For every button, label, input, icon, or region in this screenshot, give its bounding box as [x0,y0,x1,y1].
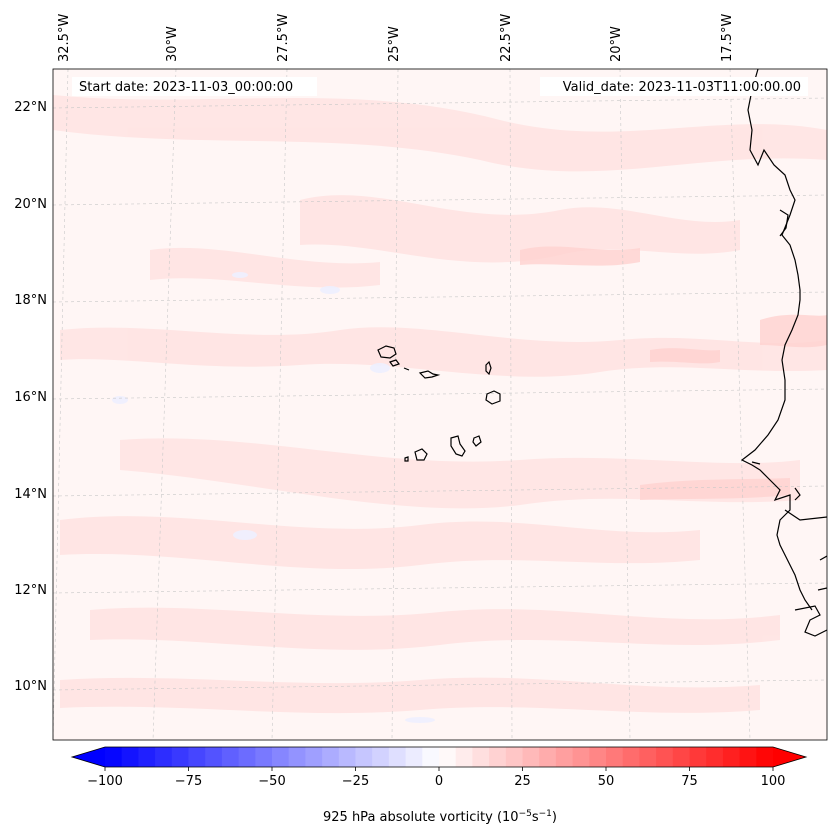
colorbar-bin [739,747,757,767]
lon-label: 27.5°W [276,14,291,62]
colorbar-bin [288,747,306,767]
colorbar-bin [539,747,557,767]
island-brava [404,456,409,462]
west-africa-coastline [740,69,827,637]
colorbar-bin [188,747,206,767]
colorbar-bin [305,747,323,767]
colorbar-bin [572,747,590,767]
colorbar-tick-label: 50 [598,774,615,789]
colorbar-bin [221,747,240,767]
colorbar-bin [155,747,173,767]
colorbar-bin [489,747,507,767]
valid-date-box [540,77,808,96]
lon-label: 25°W [387,26,402,62]
colorbar-tick-label: 75 [681,774,698,789]
colorbar-bin [338,747,356,767]
lat-label: 18°N [14,293,47,308]
colorbar-bin [372,747,390,767]
colorbar-ticks: −100 −75 −50 −25 0 25 50 75 100 [87,767,785,789]
colorbar-bin [238,747,256,767]
island-santo-antao [377,345,397,359]
lat-label: 14°N [14,487,47,502]
colorbar-bin [472,747,490,767]
colorbar-bin [672,747,690,767]
lon-label: 22.5°W [499,14,514,62]
colorbar-bin [555,747,574,767]
colorbar-bin [622,747,640,767]
colorbar-bin [255,747,273,767]
colorbar-extend-high [773,747,806,767]
lon-label: 17.5°W [720,14,735,62]
colorbar-bin [522,747,540,767]
lat-label: 12°N [14,583,47,598]
latitude-labels: 22°N 20°N 18°N 16°N 14°N 12°N 10°N [14,100,47,694]
colorbar-bin [105,747,123,767]
lon-label: 30°W [165,26,180,62]
lat-label: 22°N [14,100,47,115]
colorbar-bin [505,747,523,767]
gridlines [53,69,827,740]
lat-label: 10°N [14,679,47,694]
colorbar: −100 −75 −50 −25 0 25 50 75 100 925 hPa absolute… [70,746,808,825]
colorbar-bin [405,747,423,767]
lat-label: 20°N [14,197,47,212]
cape-verde-islands [377,345,501,462]
colorbar-label: 925 hPa absolute vorticity (10−5s−1) [323,809,557,825]
colorbar-bin [656,747,674,767]
island-sal [485,360,492,376]
colorbar-extend-low [72,747,105,767]
colorbar-bin [689,747,707,767]
island-santa-luzia [403,367,410,371]
colorbar-bin [706,747,724,767]
start-date-box [72,77,317,96]
valid-date-label: Valid_date: 2023-11-03T11:00:00.00 [563,80,801,95]
colorbar-bin [606,747,624,767]
map-frame [52,68,828,741]
vorticity-positive-areas [53,95,827,714]
start-date-label: Start date: 2023-11-03_00:00:00 [79,80,293,95]
longitude-labels: 32.5°W 30°W 27.5°W 25°W 22.5°W 20°W 17.5… [57,14,735,62]
colorbar-bin [322,747,340,767]
colorbar-bin [455,747,473,767]
colorbar-bin [205,747,223,767]
colorbar-bin [722,747,741,767]
colorbar-bin [272,747,290,767]
colorbar-tick-label: 25 [514,774,531,789]
colorbar-tick-label: 100 [761,774,786,789]
colorbar-bin [171,747,189,767]
colorbar-bin [422,747,440,767]
colorbar-tick-label: 0 [435,774,443,789]
colorbar-bins [105,747,774,767]
colorbar-bin [439,747,457,767]
vorticity-strong-positive-areas [520,246,827,500]
colorbar-tick-label: −50 [258,774,285,789]
colorbar-bin [639,747,657,767]
island-maio [472,435,482,447]
lat-label: 16°N [14,390,47,405]
lon-label: 20°W [609,26,624,62]
colorbar-bin [121,747,139,767]
colorbar-bin [355,747,373,767]
colorbar-bin [138,747,156,767]
colorbar-bin [388,747,407,767]
island-sao-nicolau [418,370,441,379]
island-boa-vista [485,390,501,405]
colorbar-tick-label: −25 [342,774,369,789]
island-sao-vicente [389,359,400,367]
vorticity-negative-areas [112,272,435,723]
colorbar-tick-label: −75 [175,774,202,789]
island-santiago [450,435,466,457]
island-fogo [414,448,428,461]
colorbar-bin [589,747,607,767]
lon-label: 32.5°W [57,14,72,62]
map-panel: Start date: 2023-11-03_00:00:00 Valid_da… [53,69,827,740]
colorbar-bin [756,747,774,767]
colorbar-tick-label: −100 [87,774,123,789]
